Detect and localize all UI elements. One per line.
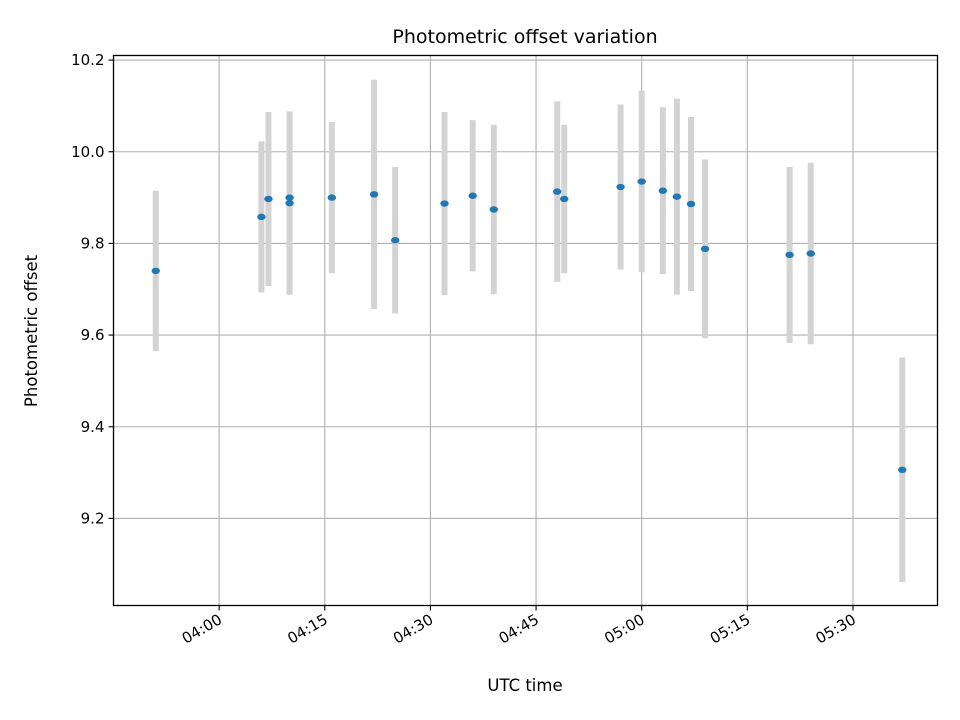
grid-layer	[113, 55, 938, 606]
point-layer	[151, 178, 907, 474]
data-point	[257, 213, 266, 221]
y-axis-label: Photometric offset	[22, 254, 41, 407]
y-tick-label: 9.4	[81, 418, 105, 436]
data-point	[468, 192, 477, 199]
data-point	[489, 206, 499, 213]
data-point	[440, 200, 449, 207]
data-point	[686, 200, 696, 208]
y-tick-label: 9.8	[81, 234, 105, 252]
data-point	[672, 193, 682, 200]
data-point	[898, 466, 907, 474]
data-point	[151, 267, 160, 275]
data-point	[658, 187, 668, 194]
plot-frame	[112, 54, 939, 607]
chart-title: Photometric offset variation	[392, 26, 657, 48]
data-point	[637, 178, 646, 185]
data-point	[264, 195, 273, 203]
data-point	[369, 191, 379, 198]
y-tick-label: 9.2	[81, 509, 105, 527]
x-axis-label: UTC time	[487, 676, 562, 695]
data-point	[560, 195, 569, 203]
data-point	[785, 251, 794, 259]
data-point	[552, 188, 562, 195]
data-point	[616, 183, 625, 191]
data-point	[391, 237, 400, 244]
y-tick-label: 9.6	[81, 326, 105, 344]
data-point	[285, 194, 294, 201]
y-tick-label: 10.2	[71, 51, 104, 69]
data-point	[700, 245, 710, 253]
data-point	[285, 199, 294, 207]
data-point	[327, 194, 337, 201]
data-point	[806, 250, 815, 257]
y-tick-label: 10.0	[71, 143, 104, 161]
